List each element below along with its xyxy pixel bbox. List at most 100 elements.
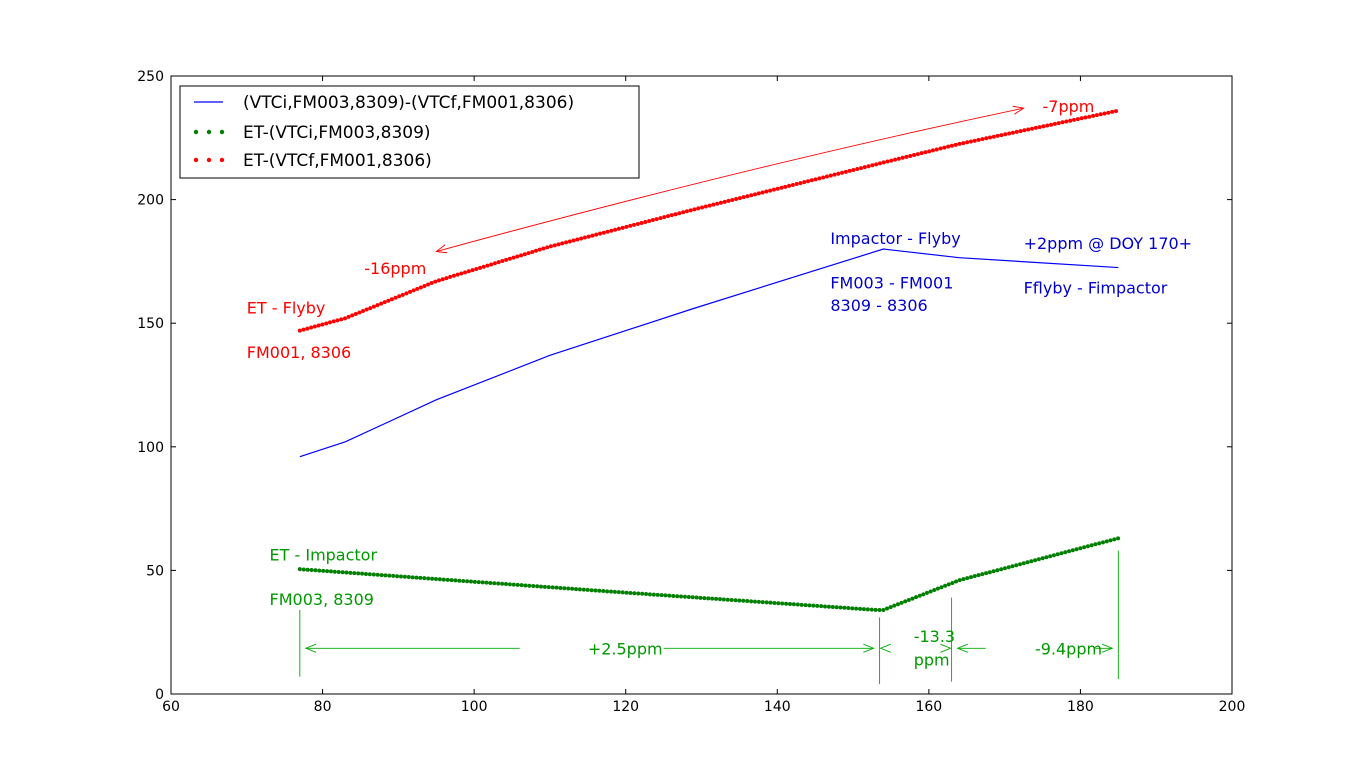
series-1-point [465, 579, 470, 584]
series-1-point [558, 585, 563, 590]
series-1-point [379, 573, 384, 578]
series-2-point [1026, 127, 1031, 132]
annotation-green-13-3a: -13.3 [914, 627, 955, 646]
series-1-point [620, 590, 625, 595]
series-1-point [764, 600, 769, 605]
series-1-point [995, 568, 1000, 573]
series-2-point [404, 291, 409, 296]
series-2-point [548, 244, 553, 249]
series-group [297, 109, 1121, 612]
series-2-point [885, 159, 890, 164]
y-tick-label: 100 [137, 440, 164, 456]
series-2-point [999, 133, 1004, 138]
series-1-point [1100, 540, 1105, 545]
x-tick-label: 160 [915, 699, 942, 715]
series-2-point [711, 202, 716, 207]
series-1-point [749, 599, 754, 604]
series-2-point [809, 178, 814, 183]
series-1-point [453, 578, 458, 583]
series-2-point [620, 225, 625, 230]
series-1-point [305, 567, 310, 572]
series-1-point [984, 571, 989, 576]
series-2-point [1052, 121, 1057, 126]
series-1-point [834, 605, 839, 610]
series-2-point [639, 220, 644, 225]
series-2-point [552, 243, 557, 248]
series-1-point [910, 596, 915, 601]
series-2-point [309, 325, 314, 330]
series-1-point [921, 592, 926, 597]
series-1-point [873, 607, 878, 612]
series-2-point [995, 133, 1000, 138]
series-1-point [492, 581, 497, 586]
series-2-point [571, 238, 576, 243]
series-1-point [987, 570, 992, 575]
red-arrow-head-right [1012, 105, 1025, 115]
series-2-point [1010, 130, 1015, 135]
series-1-point [585, 587, 590, 592]
series-1-point [819, 604, 824, 609]
series-1-point [321, 568, 326, 573]
series-1-point [1089, 543, 1094, 548]
series-2-point [478, 265, 483, 270]
series-1-point [968, 575, 973, 580]
series-2-point [798, 181, 803, 186]
series-2-point [862, 165, 867, 170]
series-2-point [949, 143, 954, 148]
plot-background [171, 76, 1232, 694]
series-2-point [764, 189, 769, 194]
series-1-point [725, 597, 730, 602]
series-2-point [1094, 113, 1099, 118]
series-1-point [562, 586, 567, 591]
annotation-green-et-impactor: ET - Impactor [270, 546, 378, 565]
series-2-point [832, 172, 837, 177]
series-1-point [523, 583, 528, 588]
series-2-point [991, 134, 996, 139]
annotation-blue-2ppm: +2ppm @ DOY 170+ [1024, 234, 1193, 253]
series-1-point [780, 601, 785, 606]
series-1-point [826, 604, 831, 609]
series-2-point [779, 185, 784, 190]
series-2-point [530, 249, 535, 254]
series-2-point [1113, 109, 1118, 114]
series-1-point [566, 586, 571, 591]
series-1-point [799, 602, 804, 607]
series-2-point [965, 140, 970, 145]
x-tick-label: 100 [461, 699, 488, 715]
series-1-point [946, 582, 951, 587]
series-2-point [567, 239, 572, 244]
series-1-point [624, 590, 629, 595]
series-2-point [1014, 129, 1019, 134]
series-1-point [928, 589, 933, 594]
series-2-point [579, 236, 584, 241]
series-2-point [749, 193, 754, 198]
series-2-point [821, 175, 826, 180]
series-2-point [851, 167, 856, 172]
series-1-point [932, 588, 937, 593]
series-2-point [718, 200, 723, 205]
series-1-point [717, 597, 722, 602]
legend: (VTCi,FM003,8309)-(VTCf,FM001,8306) ET-(V… [179, 85, 640, 179]
series-2-point [1022, 128, 1027, 133]
series-1-point [846, 606, 851, 611]
legend-box [179, 85, 640, 179]
series-1-point [422, 576, 427, 581]
series-2-point [915, 152, 920, 157]
series-2-point [775, 186, 780, 191]
series-2-point [730, 197, 735, 202]
series-1-point [437, 577, 442, 582]
y-tick-label: 150 [137, 316, 164, 332]
series-2-point [408, 289, 413, 294]
series-2-point [760, 190, 765, 195]
series-1-point [375, 572, 380, 577]
annotation-blue-8309: 8309 - 8306 [830, 296, 927, 315]
series-2-point [1007, 131, 1012, 136]
series-1-point [332, 569, 337, 574]
series-2-point [984, 136, 989, 141]
series-1-point [1108, 538, 1113, 543]
series-2-point [609, 228, 614, 233]
series-1-point [601, 589, 606, 594]
series-1-point [550, 585, 555, 590]
series-2-point [927, 149, 932, 154]
series-1-point [651, 592, 656, 597]
